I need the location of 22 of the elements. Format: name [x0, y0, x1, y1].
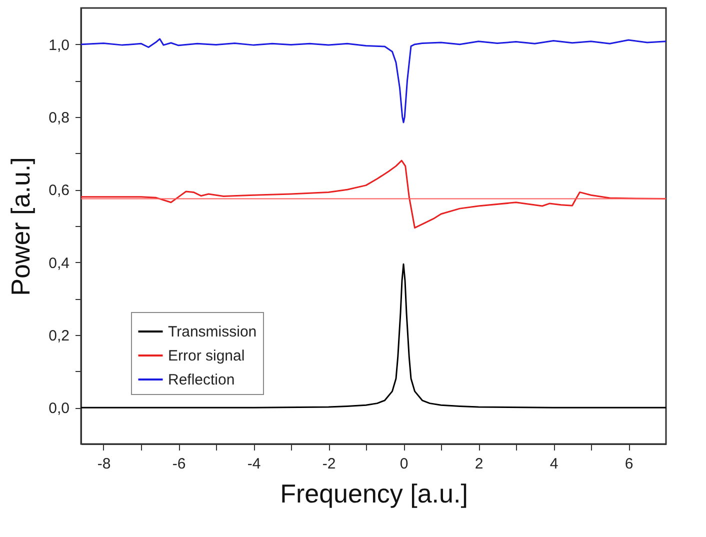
y-tick-label: 0,4 [48, 254, 70, 272]
x-axis-title: Frequency [a.u.] [280, 478, 468, 508]
legend-label: Transmission [168, 324, 257, 340]
x-tick-label: 0 [400, 456, 408, 472]
y-tick-label: 0,6 [48, 182, 70, 200]
legend-label: Error signal [168, 348, 245, 364]
line-series [81, 38, 666, 124]
x-tick-label: -2 [322, 456, 336, 472]
x-tick-label: 2 [474, 456, 484, 472]
x-tick-label: -4 [247, 456, 261, 472]
x-tick-label: -8 [97, 456, 111, 472]
y-axis-title: Power [a.u.] [6, 157, 36, 296]
x-tick-label: 6 [624, 456, 634, 472]
y-tick-label: 0,2 [48, 328, 70, 344]
y-tick-label: 0,8 [48, 110, 70, 126]
line-series [81, 160, 666, 229]
x-tick-label: 4 [550, 456, 558, 472]
legend-label: Reflection [168, 372, 235, 388]
y-tick-label: 0,0 [48, 400, 70, 418]
y-tick-label: 1,0 [48, 36, 70, 54]
x-tick-label: -6 [172, 456, 186, 472]
line-series [81, 263, 666, 408]
